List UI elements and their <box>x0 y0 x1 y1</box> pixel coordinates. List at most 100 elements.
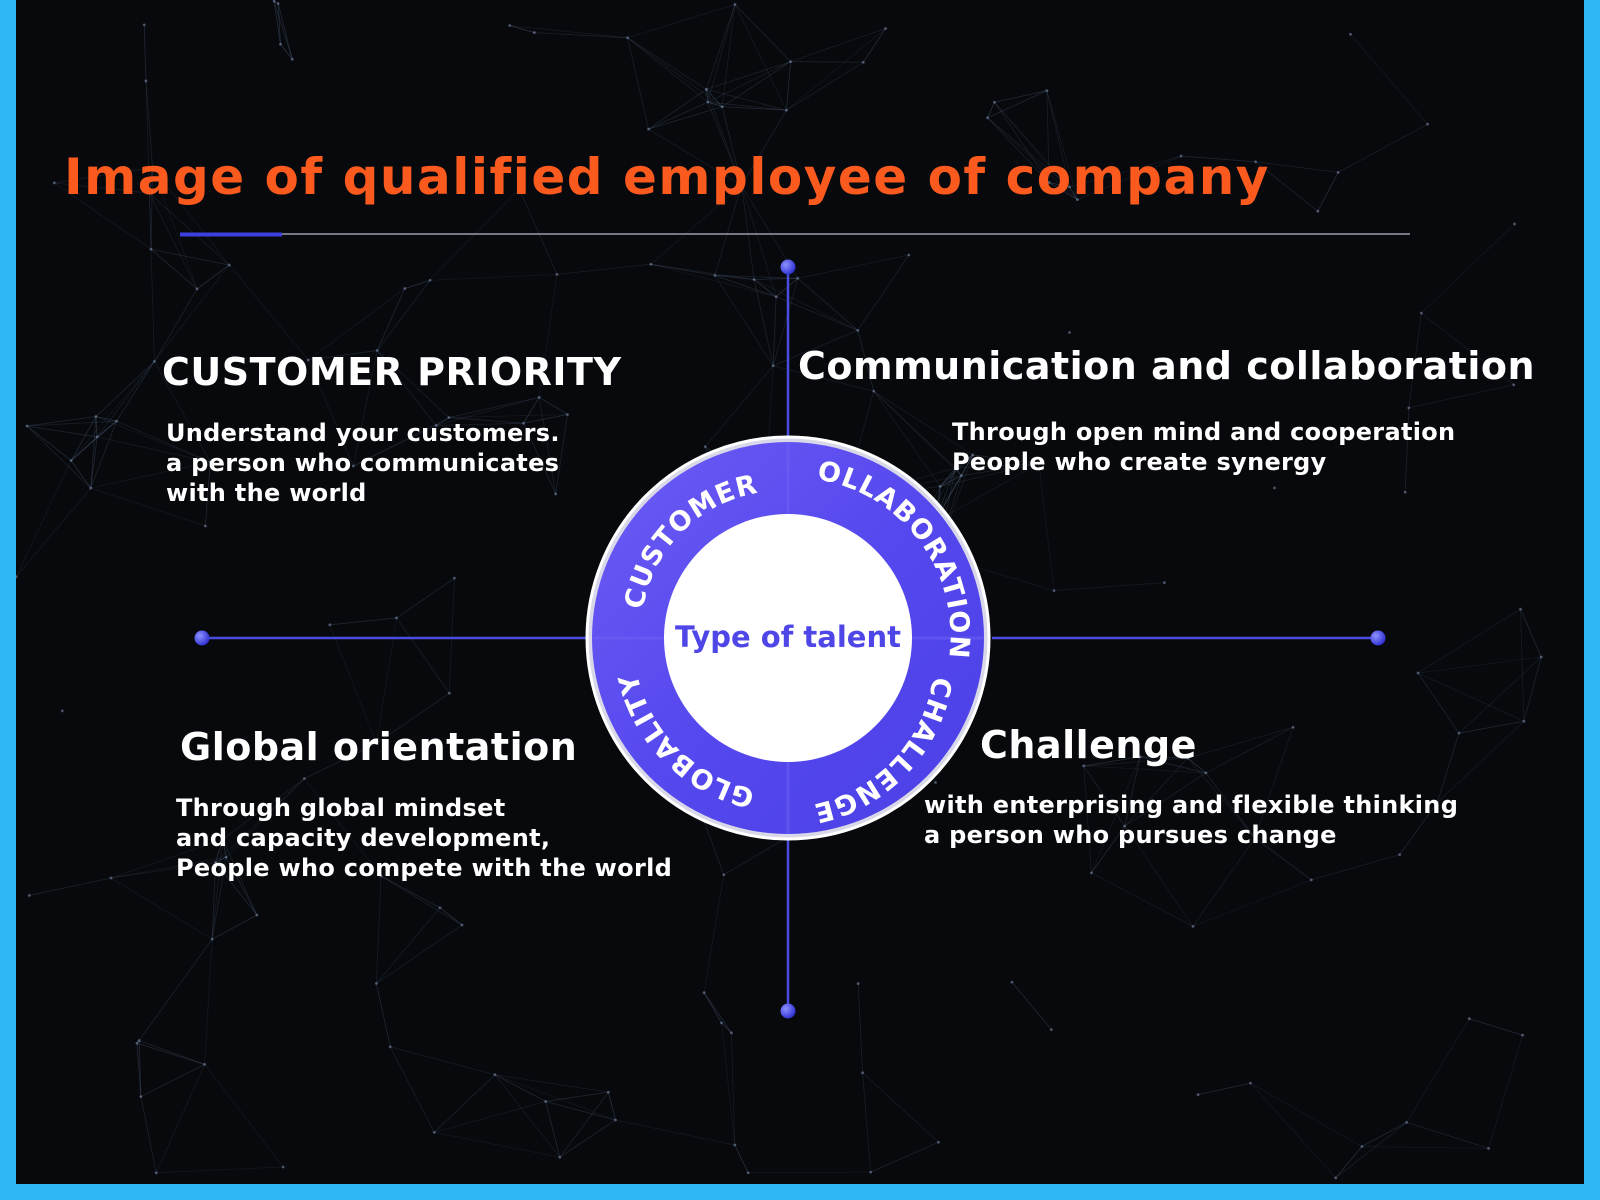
network-node <box>438 906 442 910</box>
network-line <box>204 1064 284 1168</box>
network-node <box>69 459 73 462</box>
network-node <box>733 1143 737 1147</box>
network-line <box>204 939 213 1065</box>
network-line <box>650 263 777 298</box>
network-line <box>523 414 568 424</box>
network-node <box>626 36 629 40</box>
network-line <box>1083 756 1141 767</box>
title-underline <box>180 232 1410 237</box>
network-line <box>734 4 791 62</box>
network-line <box>70 361 155 461</box>
network-line <box>555 414 568 494</box>
network-line <box>545 1101 561 1158</box>
network-line <box>703 992 732 1034</box>
network-line <box>1406 1122 1489 1149</box>
network-line <box>54 167 153 184</box>
network-line <box>987 102 995 118</box>
network-line <box>148 167 153 194</box>
network-line <box>1469 1018 1523 1036</box>
network-node <box>447 416 451 419</box>
network-node <box>884 27 887 30</box>
network-line <box>95 416 117 422</box>
network-line <box>90 436 98 489</box>
network-line <box>1048 182 1078 200</box>
network-node <box>1196 1093 1200 1097</box>
heading-global-orientation: Global orientation <box>180 725 578 769</box>
network-line <box>706 89 723 108</box>
network-line <box>494 1074 561 1158</box>
network-line <box>95 361 155 417</box>
network-node <box>210 937 214 941</box>
network-node <box>1291 725 1295 729</box>
network-node <box>1037 462 1041 465</box>
network-line <box>376 350 450 418</box>
network-node <box>1075 198 1079 202</box>
network-node <box>452 576 456 580</box>
network-line <box>26 425 91 489</box>
network-node <box>115 419 118 423</box>
network-line <box>307 359 354 467</box>
network-node <box>856 328 860 332</box>
network-line <box>772 296 777 366</box>
network-line <box>16 487 92 578</box>
network-line <box>650 263 715 276</box>
network-line <box>110 877 213 940</box>
network-node <box>95 435 99 439</box>
network-line <box>225 856 258 916</box>
network-node <box>872 389 876 393</box>
network-node <box>224 855 228 859</box>
network-line <box>987 117 1070 188</box>
network-line <box>95 416 211 463</box>
network-node <box>713 273 717 277</box>
network-line <box>136 1042 205 1065</box>
network-line <box>145 80 150 194</box>
network-line <box>707 61 791 103</box>
network-node <box>302 777 306 780</box>
endpoint-dot-bottom <box>780 1003 796 1019</box>
network-line <box>352 350 378 467</box>
network-line <box>148 193 152 250</box>
talent-diagram: CUSTOMER COLLABORATION CHALLENGE GLOBALI… <box>16 0 1386 1019</box>
network-line <box>790 61 864 63</box>
desc-line: Understand your customers. <box>166 419 560 447</box>
network-line <box>95 416 98 437</box>
network-line <box>376 907 441 984</box>
network-line <box>706 88 787 111</box>
network-line <box>741 185 755 280</box>
network-line <box>1083 765 1126 827</box>
network-line <box>215 839 224 863</box>
network-line <box>376 280 431 351</box>
network-line <box>754 277 798 280</box>
network-node <box>195 287 199 291</box>
network-node <box>1249 1081 1252 1085</box>
network-line <box>1187 757 1207 774</box>
network-line <box>110 862 216 879</box>
network-line <box>1011 981 1052 1030</box>
network-line <box>1458 720 1524 734</box>
network-line <box>196 264 230 290</box>
network-node <box>395 616 398 620</box>
network-line <box>433 1074 496 1133</box>
network-line <box>707 101 787 111</box>
network-line <box>90 416 97 489</box>
network-line <box>714 274 798 279</box>
network-node <box>89 486 93 490</box>
network-node <box>281 1165 285 1169</box>
network-node <box>147 191 151 195</box>
network-node <box>428 278 432 282</box>
network-line <box>90 420 117 489</box>
network-line <box>786 61 792 111</box>
network-node <box>1047 181 1051 184</box>
network-line <box>1124 772 1207 827</box>
network-line <box>797 278 859 331</box>
network-node <box>554 492 558 496</box>
network-line <box>1069 186 1078 200</box>
network-node <box>1045 89 1049 93</box>
network-line <box>96 361 155 438</box>
network-line <box>1335 1122 1407 1179</box>
network-line <box>705 89 742 186</box>
network-line <box>627 37 707 90</box>
network-line <box>1124 757 1189 827</box>
network-node <box>522 421 525 425</box>
network-line <box>375 876 382 984</box>
